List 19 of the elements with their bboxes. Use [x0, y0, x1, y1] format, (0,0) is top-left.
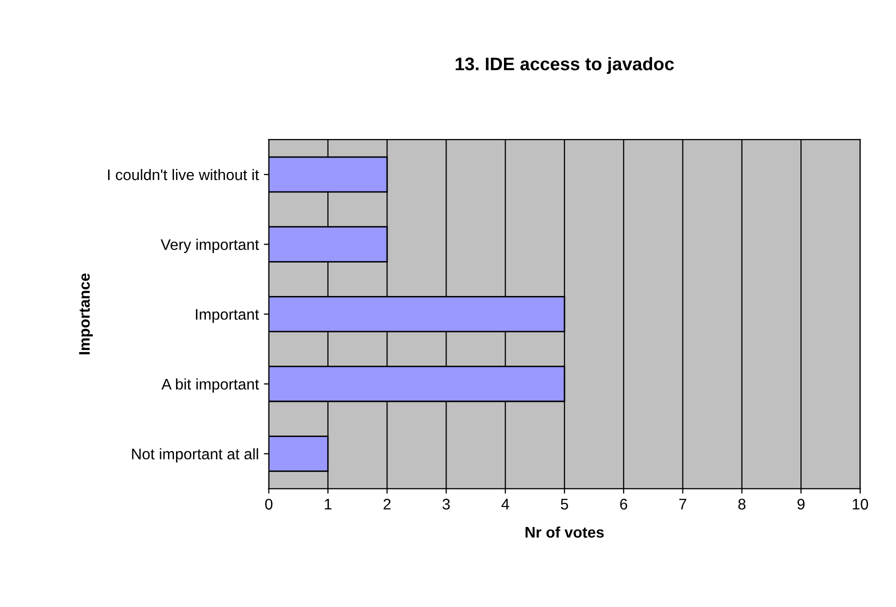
- x-tick-label: 8: [738, 498, 746, 510]
- x-tick-label: 0: [265, 498, 272, 510]
- x-tick-label: 5: [560, 498, 568, 510]
- x-tick-label: 4: [501, 498, 510, 510]
- y-tick-label: Very important: [160, 238, 259, 254]
- x-tick-label: 3: [442, 498, 450, 510]
- x-tick-label: 7: [679, 498, 686, 510]
- y-tick-label: Important: [196, 309, 259, 323]
- x-axis-title: Nr of votes: [526, 526, 604, 538]
- y-tick-label: Not important at all: [132, 448, 258, 462]
- x-tick-label: 10: [852, 498, 868, 510]
- y-tick-label: A bit important: [161, 378, 259, 393]
- y-tick-label: I couldn't live without it: [108, 168, 259, 180]
- chart-title: 13. IDE access to javadoc: [456, 57, 674, 74]
- y-axis-title: Importance: [79, 273, 93, 354]
- x-tick-label: 6: [620, 498, 628, 510]
- x-tick-label: 9: [797, 498, 805, 510]
- x-tick-label: 1: [324, 498, 332, 510]
- x-tick-label: 2: [384, 498, 391, 510]
